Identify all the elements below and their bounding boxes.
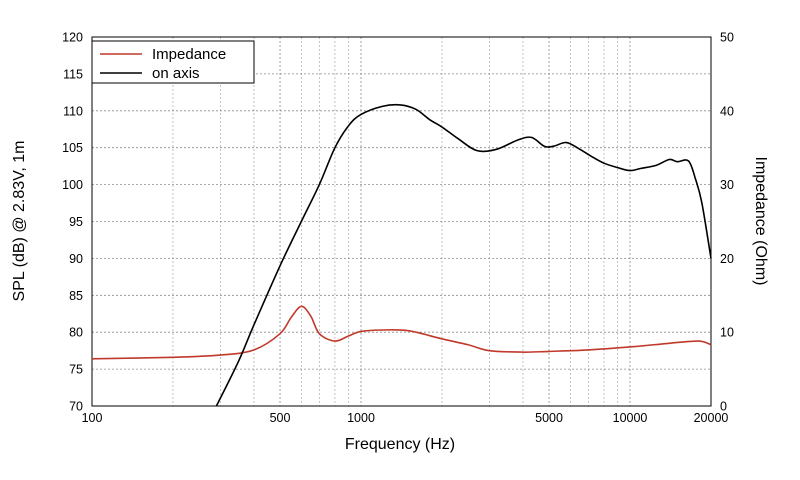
y2-axis-title: Impedance (Ohm) [752, 157, 769, 286]
y-axis-title: SPL (dB) @ 2.83V, 1m [11, 141, 28, 302]
legend-box [91, 40, 255, 84]
x-tick-label: 500 [270, 411, 291, 425]
y2-tick-label: 30 [720, 178, 734, 192]
y-tick-label: 110 [63, 104, 83, 118]
legend-label-impedance: Impedance [152, 46, 226, 63]
y2-tick-label: 40 [720, 104, 734, 118]
x-tick-label: 5000 [535, 411, 563, 425]
y-tick-label: 85 [69, 289, 83, 303]
x-tick-label: 100 [82, 411, 103, 425]
y-tick-label: 70 [69, 400, 83, 414]
series-line-impedance [91, 305, 712, 360]
y-tick-label: 120 [62, 31, 83, 45]
plot-area-border [91, 36, 712, 407]
y-tick-label: 95 [69, 215, 83, 229]
y2-tick-label: 0 [720, 400, 727, 414]
x-tick-label: 20000 [694, 411, 729, 425]
y-tick-label: 105 [62, 141, 83, 155]
y-tick-label: 115 [63, 67, 83, 81]
y-tick-label: 80 [69, 326, 83, 340]
y2-tick-label: 50 [720, 31, 734, 45]
y-tick-label: 100 [62, 178, 83, 192]
x-tick-label: 10000 [613, 411, 648, 425]
x-axis-title: Frequency (Hz) [345, 436, 455, 453]
series-layer [91, 103, 712, 407]
y-tick-label: 75 [69, 363, 83, 377]
x-tick-label: 1000 [347, 411, 375, 425]
series-line-on-axis [215, 103, 712, 407]
legend-label-on-axis: on axis [152, 65, 200, 82]
legend: Impedance on axis [91, 40, 255, 84]
y2-tick-label: 20 [720, 252, 734, 266]
tick-labels: 100 500 1000 5000 10000 200007075808590951001… [62, 31, 734, 426]
grid [92, 37, 711, 406]
y-tick-label: 90 [69, 252, 83, 266]
y2-tick-label: 10 [720, 326, 734, 340]
